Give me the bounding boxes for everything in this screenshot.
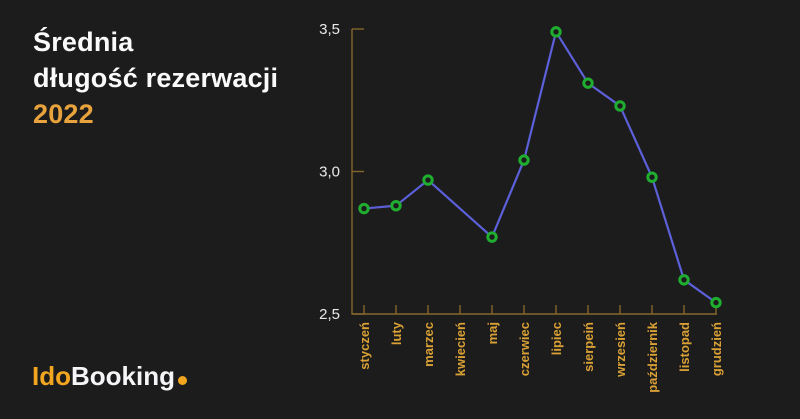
data-point-marker [582, 77, 594, 89]
x-tick-label: lipiec [549, 322, 564, 355]
x-tick-label: kwiecień [453, 322, 468, 376]
y-tick-label: 3,0 [319, 164, 340, 181]
logo-text-booking: Booking [71, 361, 175, 391]
logo-dot-icon [178, 376, 187, 385]
x-tick-label: październik [645, 321, 660, 393]
y-tick-label: 3,5 [319, 21, 340, 38]
data-point-marker [486, 231, 498, 243]
data-point-marker [550, 26, 562, 38]
data-point-marker [358, 202, 370, 215]
title-line-2: długość rezerwacji [33, 63, 279, 93]
data-point-marker [390, 200, 402, 212]
data-line [362, 30, 718, 304]
data-point-marker [518, 154, 530, 166]
data-point-marker [678, 274, 690, 286]
x-tick-label: listopad [677, 322, 692, 372]
x-tick-label: sierpeiń [581, 322, 596, 372]
logo-text-ido: Ido [32, 361, 71, 391]
x-tick-label: luty [389, 321, 404, 345]
idobooking-logo: IdoBooking [32, 362, 187, 390]
title-line-1: Średnia [33, 27, 134, 57]
x-tick-label: czerwiec [517, 322, 532, 376]
x-tick-label: maj [485, 322, 500, 344]
x-tick-label: styczeń [357, 322, 372, 370]
title-year: 2022 [33, 99, 94, 129]
data-point-marker [710, 296, 722, 309]
axes [351, 29, 717, 315]
x-tick-label: wrzesień [613, 322, 628, 378]
y-tick-label: 2,5 [319, 306, 340, 323]
chart-title-block: Średnia długość rezerwacji 2022 [33, 24, 278, 132]
data-point-marker [422, 174, 434, 186]
data-point-marker [614, 100, 626, 112]
x-tick-label: marzec [421, 322, 436, 367]
x-tick-label: grudzień [709, 322, 724, 376]
data-point-marker [646, 171, 658, 183]
